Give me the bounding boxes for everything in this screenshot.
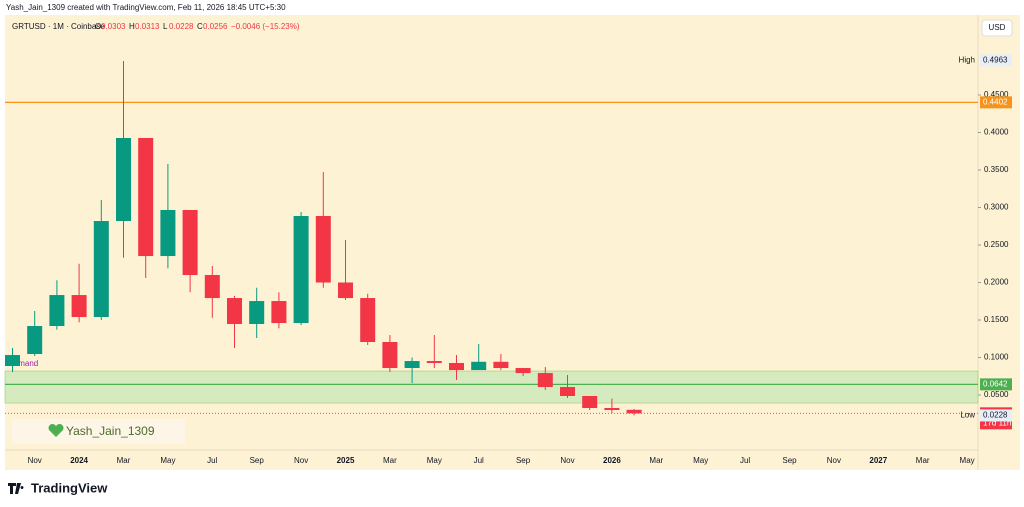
watermark: Yash_Jain_1309 (66, 424, 155, 438)
y-tick-label: 0.4000 (984, 128, 1009, 137)
extreme-name: Low (960, 411, 975, 420)
candle-body (138, 137, 154, 257)
candle-body (426, 361, 442, 363)
x-tick-label: Nov (294, 456, 308, 465)
x-tick-label: May (427, 456, 442, 465)
candle-body (493, 361, 509, 369)
x-tick-label: Mar (649, 456, 663, 465)
candle-body (537, 373, 553, 387)
candle-body (27, 326, 43, 354)
y-tick-label: 0.2500 (984, 240, 1009, 249)
candle-body (182, 209, 198, 276)
x-tick-label: 2024 (70, 456, 88, 465)
price-tag-label: 0.4402 (983, 97, 1008, 106)
candle-body (449, 362, 464, 371)
x-tick-label: Jul (740, 456, 750, 465)
ohlc-value: 0.0256 (203, 22, 228, 31)
candle-body (5, 355, 20, 366)
price-tag-label: 0.0642 (983, 379, 1008, 388)
ohlc-value: 0.0228 (169, 22, 194, 31)
candle-body (204, 275, 220, 299)
candle-body (49, 295, 65, 327)
demand-zone (4, 370, 979, 404)
extreme-label: 0.4963 (983, 55, 1008, 64)
candle-body (626, 409, 642, 414)
watermark-box (12, 419, 185, 444)
x-tick-label: May (960, 456, 975, 465)
y-tick-label: 0.4500 (984, 90, 1009, 99)
candle-body (293, 215, 309, 324)
brand-logo (8, 483, 24, 494)
currency-box (981, 19, 1013, 37)
y-tick-label: 0.1000 (984, 353, 1009, 362)
brand: TradingView (31, 480, 108, 495)
candle-body (338, 282, 353, 299)
candle-body (227, 298, 242, 324)
y-tick-label: 0.1500 (984, 315, 1009, 324)
candle-body (249, 301, 265, 324)
ohlc-key: L (163, 22, 168, 31)
countdown: 17d 11h (983, 418, 1011, 427)
candle-body (160, 209, 176, 257)
candle-body (560, 386, 575, 396)
x-tick-label: Sep (516, 456, 531, 465)
change: −0.0046 (−15.23%) (231, 22, 300, 31)
symbol: GRTUSD · 1M · Coinbase (12, 22, 105, 31)
x-tick-label: Nov (560, 456, 574, 465)
extreme-tag (980, 409, 1012, 422)
candle-body (582, 395, 598, 408)
y-tick-label: 0.0500 (984, 390, 1009, 399)
x-tick-label: Sep (782, 456, 797, 465)
extreme-tag (980, 54, 1012, 67)
x-tick-label: Mar (383, 456, 397, 465)
ohlc-value: 0.0313 (135, 22, 160, 31)
candle-body (71, 295, 87, 318)
heart-icon (48, 423, 64, 437)
y-tick-label: 0.3500 (984, 165, 1009, 174)
ohlc-key: C (197, 22, 203, 31)
currency: USD (989, 23, 1006, 32)
x-tick-label: Mar (117, 456, 131, 465)
extreme-label: 0.0228 (983, 411, 1008, 420)
x-tick-label: 2025 (337, 456, 355, 465)
y-tick-label: 0.2000 (984, 278, 1009, 287)
x-tick-label: May (693, 456, 708, 465)
x-tick-label: Nov (28, 456, 42, 465)
ohlc-value: 0.0303 (101, 22, 126, 31)
price-tag (980, 96, 1012, 109)
candle-body (315, 215, 331, 283)
x-tick-label: Mar (916, 456, 930, 465)
ohlc-key: H (129, 22, 135, 31)
candle-body (93, 221, 109, 318)
y-tick-label: 0.3000 (984, 203, 1009, 212)
x-tick-label: 2027 (869, 456, 887, 465)
x-tick-label: Jul (474, 456, 484, 465)
candle-body (515, 368, 531, 374)
candle-body (471, 361, 487, 371)
x-tick-label: May (160, 456, 175, 465)
candle-body (604, 407, 620, 411)
x-tick-label: Nov (827, 456, 841, 465)
x-tick-label: Sep (250, 456, 265, 465)
candle-body (116, 137, 131, 222)
candle-body (360, 298, 376, 342)
extreme-name: High (959, 55, 975, 64)
x-tick-label: Jul (207, 456, 217, 465)
price-tag (980, 378, 1012, 391)
candle-body (382, 341, 398, 369)
candle-body (271, 301, 287, 324)
zone-label: Demand (8, 359, 38, 368)
candle-body (404, 361, 420, 369)
x-tick-label: 2026 (603, 456, 621, 465)
ohlc-key: O (95, 22, 101, 31)
credit: Yash_Jain_1309 created with TradingView.… (6, 3, 286, 12)
